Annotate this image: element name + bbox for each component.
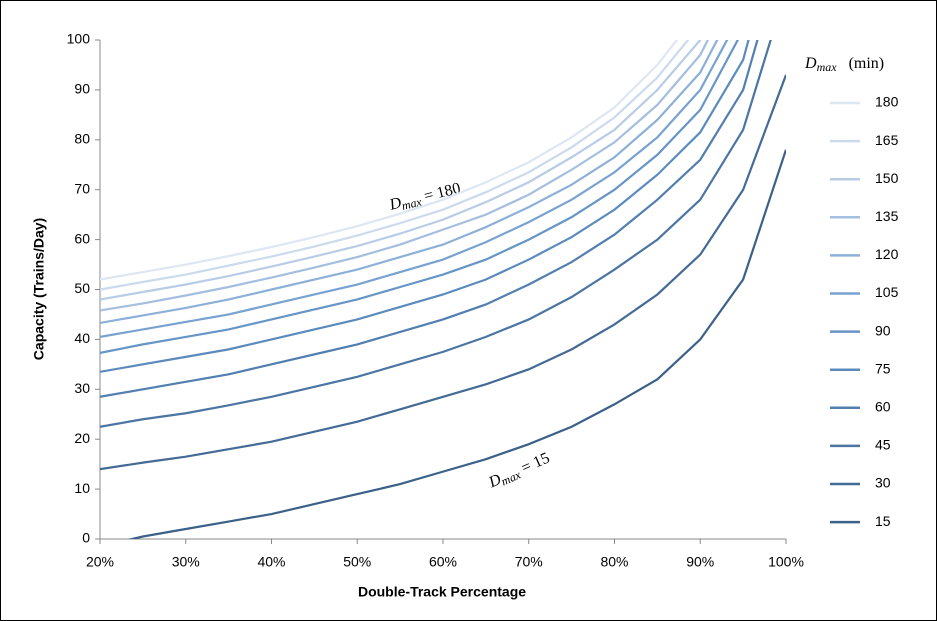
x-tick-label: 50%	[343, 554, 371, 570]
legend-label: 105	[875, 284, 899, 300]
line	[127, 149, 786, 539]
x-tick-label: 40%	[257, 554, 285, 570]
legend-label: 180	[875, 94, 899, 110]
y-tick-label: 80	[74, 131, 90, 147]
legend-label: 15	[875, 513, 891, 529]
line	[100, 40, 710, 312]
y-tick-label: 60	[74, 230, 90, 246]
legend-label: 30	[875, 475, 891, 491]
x-tick-label: 90%	[686, 554, 714, 570]
y-tick-label: 40	[74, 330, 90, 346]
y-tick-label: 100	[67, 31, 91, 47]
y-tick-label: 30	[74, 380, 90, 396]
legend-label: 150	[875, 170, 899, 186]
legend-label: 120	[875, 246, 899, 262]
x-tick-label: 100%	[768, 554, 804, 570]
x-axis-label: Double-Track Percentage	[358, 584, 526, 600]
line	[100, 40, 729, 338]
x-tick-label: 20%	[86, 554, 114, 570]
line	[100, 74, 786, 471]
line	[100, 40, 690, 291]
legend-title: Dmax (min)	[804, 55, 884, 74]
y-tick-label: 70	[74, 180, 90, 196]
x-tick-label: 80%	[600, 554, 628, 570]
plot-area	[100, 40, 786, 539]
y-tick-label: 90	[74, 81, 90, 97]
legend-label: 90	[875, 322, 891, 338]
y-tick-label: 0	[82, 530, 90, 546]
legend-label: 135	[875, 208, 899, 224]
x-tick-label: 60%	[429, 554, 457, 570]
legend-label: 45	[875, 437, 891, 453]
y-axis-label: Capacity (Trains/Day)	[31, 218, 47, 360]
legend-label: 75	[875, 360, 891, 376]
y-tick-label: 10	[74, 480, 90, 496]
x-tick-label: 30%	[172, 554, 200, 570]
line	[100, 40, 759, 398]
line	[100, 40, 702, 301]
line	[100, 40, 719, 325]
line	[100, 40, 679, 281]
legend-label: 165	[875, 132, 899, 148]
legend-label: 60	[875, 399, 891, 415]
line	[100, 40, 750, 373]
y-tick-label: 20	[74, 430, 90, 446]
line	[100, 40, 772, 428]
x-tick-label: 70%	[515, 554, 543, 570]
line	[100, 40, 740, 354]
y-tick-label: 50	[74, 280, 90, 296]
